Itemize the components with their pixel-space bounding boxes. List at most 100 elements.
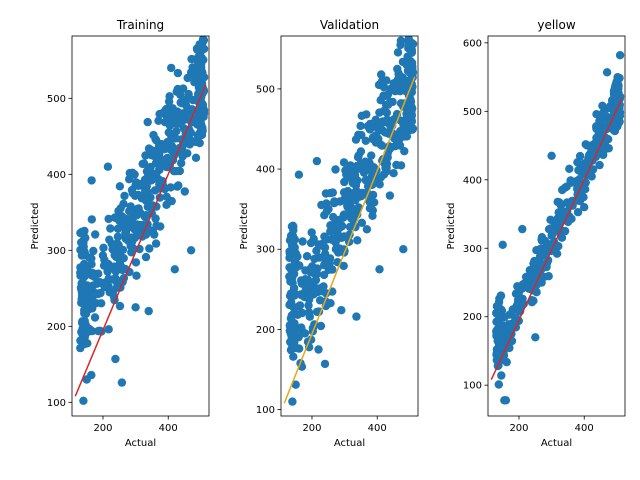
x-axis-label: Actual [334,438,365,449]
scatter-point [103,262,112,271]
scatter-point [115,251,125,260]
y-tick-label: 200 [463,312,482,323]
scatter-point [77,318,87,327]
scatter-point [81,233,90,243]
scatter-point [120,191,129,201]
scatter-point [119,214,128,224]
scatter-point [408,39,418,49]
scatter-point [196,54,206,63]
scatter-point [177,99,187,108]
y-tick-label: 500 [47,94,66,105]
scatter-point [544,272,553,281]
scatter-point [547,151,556,160]
scatter-point [374,134,383,144]
y-axis-label: Predicted [30,203,41,250]
scatter-point [199,73,209,82]
scatter-point [113,232,123,241]
scatter-point [126,222,135,231]
subplot-2: 200 400 100 200 300 400 500 Validation Actual Pre… [239,18,419,449]
x-tick-label: 200 [302,423,321,434]
scatter-point [80,265,89,274]
scatter-point [557,206,566,215]
scatter-point [337,306,346,315]
scatter-point [530,256,539,266]
scatter-point [612,90,621,99]
scatter-point [409,26,417,34]
scatter-point [298,237,307,246]
scatter-point [289,303,298,312]
scatter-point [165,136,175,146]
scatter-point [602,68,612,77]
scatter-point [408,25,416,33]
scatter-point [614,118,623,127]
scatter-point [99,243,108,252]
plot-area [490,51,625,405]
scatter-point [86,297,95,307]
scatter-point [615,51,625,60]
scatter-point [592,110,601,119]
scatter-point [80,249,90,259]
scatter-point [326,221,335,230]
scatter-point [598,101,607,111]
scatter-point [178,152,187,161]
scatter-point [142,167,152,176]
scatter-point [111,354,120,364]
y-axis-label: Predicted [446,203,457,250]
scatter-point [514,288,523,297]
scatter-point [521,272,531,282]
scatter-point [408,24,416,32]
scatter-point [378,76,387,86]
y-tick-label: 400 [256,165,275,176]
scatter-point [529,296,538,305]
scatter-point [304,308,314,317]
scatter-point [301,275,310,284]
scatter-point [170,265,179,274]
y-tick-label: 500 [463,107,482,118]
scatter-point [344,191,353,200]
scatter-point [357,111,366,121]
scatter-point [112,277,121,286]
scatter-point [320,359,330,369]
scatter-point [78,278,87,288]
scatter-point [141,252,151,262]
scatter-point [166,183,175,192]
scatter-point [98,251,108,260]
scatter-point [116,204,125,213]
scatter-point [289,352,298,361]
scatter-point [375,180,384,189]
subplot-title: Validation [320,18,379,32]
scatter-point [286,345,296,355]
scatter-point [381,128,390,137]
scatter-point [350,178,360,187]
scatter-point [196,62,206,71]
scatter-point [307,228,316,237]
scatter-point [288,397,297,406]
scatter-point [329,212,338,222]
scatter-point [167,63,176,73]
scatter-point [537,233,547,242]
scatter-point [367,151,376,160]
fit-line [490,98,623,381]
scatter-point [174,181,183,190]
scatter-point [325,259,334,268]
x-tick-label: 200 [509,423,528,434]
scatter-point [356,121,365,131]
scatter-point [361,136,370,145]
scatter-point [353,161,362,171]
scatter-point [300,329,310,338]
scatter-point [198,26,206,34]
scatter-point [560,183,570,192]
x-tick-label: 400 [368,423,387,434]
scatter-point [309,234,318,244]
scatter-point [302,252,312,261]
fit-line [283,76,416,404]
scatter-point [289,226,298,235]
scatter-point [191,153,201,162]
scatter-point [142,196,151,205]
scatter-point [331,245,341,254]
scatter-point [177,158,186,168]
x-tick-label: 200 [93,423,112,434]
scatter-point [288,330,298,339]
scatter-point [496,343,505,352]
scatter-point [566,176,575,185]
